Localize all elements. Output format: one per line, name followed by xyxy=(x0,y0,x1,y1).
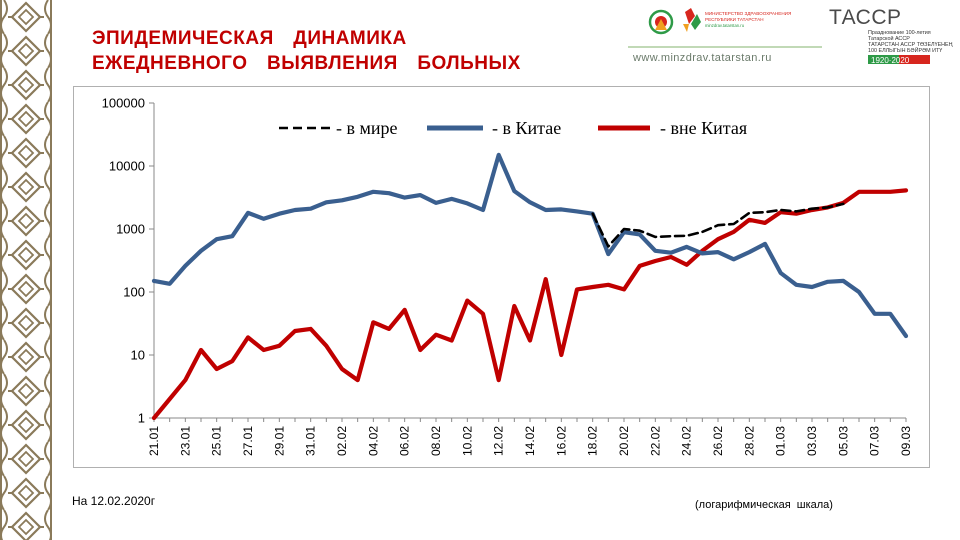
tassr-caption-line4: 100 ЕЛЛЫГЫН БӘЙРӘМ ИТҮ xyxy=(868,46,942,54)
ministry-site-small: minzdrav.tatarstan.ru xyxy=(705,23,745,28)
x-tick-label: 27.01 xyxy=(241,426,255,456)
x-tick-label: 26.02 xyxy=(711,426,725,456)
y-tick-label: 100 xyxy=(123,285,145,300)
x-tick-label: 09.03 xyxy=(899,426,913,456)
tassr-caption-line3: ТАТАРСТАН АССР ТӨЗЕЛҮЕНЕҢ xyxy=(868,42,953,48)
decorative-ornament-border xyxy=(0,0,52,540)
x-tick-label: 24.02 xyxy=(680,426,694,456)
series-line xyxy=(151,152,909,339)
x-axis: 21.01 23.01 25.01 27.01 29.01 31.01 02.02 04.02… xyxy=(147,417,913,456)
series-line xyxy=(151,188,909,421)
legend-label: - в Китае xyxy=(492,118,561,138)
scale-note: (логарифмическая шкала) xyxy=(695,499,833,511)
slide-title-line2: ЕЖЕДНЕВНОГО ВЫЯВЛЕНИЯ БОЛЬНЫХ xyxy=(92,53,521,74)
x-tick-label: 05.03 xyxy=(836,426,850,456)
ministry-name-line1: МИНИСТЕРСТВО ЗДРАВООХРАНЕНИЯ xyxy=(705,11,791,16)
tassr-caption-line1: Празднование 100-летия xyxy=(868,30,931,36)
ministry-name-line2: РЕСПУБЛИКИ ТАТАРСТАН xyxy=(705,17,764,22)
x-tick-label: 06.02 xyxy=(398,426,412,456)
ministry-of-health-logo xyxy=(683,8,701,32)
series-line xyxy=(591,202,845,248)
chart-frame: 1 10 100 1000 10000 100000 21.01 23.01 25.01 27.… xyxy=(73,86,930,468)
x-tick-label: 07.03 xyxy=(868,426,882,456)
x-tick-label: 31.01 xyxy=(304,426,318,456)
x-tick-label: 08.02 xyxy=(429,426,443,456)
tassr-logo-mark: ТАССР xyxy=(829,6,902,29)
x-tick-label: 04.02 xyxy=(366,426,380,456)
y-tick-label: 1 xyxy=(138,411,145,426)
legend-label: - в мире xyxy=(336,118,398,138)
x-tick-label: 10.02 xyxy=(460,426,474,456)
x-tick-label: 20.02 xyxy=(617,426,631,456)
header-logos: МИНИСТЕРСТВО ЗДРАВООХРАНЕНИЯ РЕСПУБЛИКИ … xyxy=(628,6,953,65)
x-tick-label: 23.01 xyxy=(178,426,192,456)
tassr-caption-line2: Татарской АССР xyxy=(868,35,910,42)
x-tick-label: 25.01 xyxy=(210,426,224,456)
x-tick-label: 03.03 xyxy=(805,426,819,456)
tatarstan-emblem-logo xyxy=(648,9,674,35)
legend-label: - вне Китая xyxy=(660,118,747,138)
y-axis: 1 10 100 1000 10000 100000 xyxy=(102,96,155,426)
slide-title: ЭПИДЕМИЧЕСКАЯ ДИНАМИКА ЕЖЕДНЕВНОГО ВЫЯВЛ… xyxy=(92,26,521,76)
series-layer xyxy=(151,152,909,421)
legend: - в мире - в Китае - вне Китая xyxy=(279,118,747,138)
x-tick-label: 18.02 xyxy=(586,426,600,456)
x-tick-label: 01.03 xyxy=(774,426,788,456)
date-note: На 12.02.2020г xyxy=(72,494,156,508)
x-tick-label: 02.02 xyxy=(335,426,349,456)
epidemic-chart: 1 10 100 1000 10000 100000 21.01 23.01 25.01 27.… xyxy=(102,96,913,457)
x-tick-label: 28.02 xyxy=(742,426,756,456)
x-tick-label: 14.02 xyxy=(523,426,537,456)
y-tick-label: 100000 xyxy=(102,96,145,111)
y-tick-label: 1000 xyxy=(116,222,145,237)
slide-title-line1: ЭПИДЕМИЧЕСКАЯ ДИНАМИКА xyxy=(92,28,407,49)
x-tick-label: 16.02 xyxy=(554,426,568,456)
x-tick-label: 21.01 xyxy=(147,426,161,456)
x-tick-label: 12.02 xyxy=(492,426,506,456)
x-tick-label: 22.02 xyxy=(648,426,662,456)
tassr-years: 1920·2020 xyxy=(871,56,910,65)
y-tick-label: 10000 xyxy=(109,159,145,174)
y-tick-label: 10 xyxy=(131,348,145,363)
ministry-website-url[interactable]: www.minzdrav.tatarstan.ru xyxy=(632,52,772,64)
x-tick-label: 29.01 xyxy=(272,426,286,456)
